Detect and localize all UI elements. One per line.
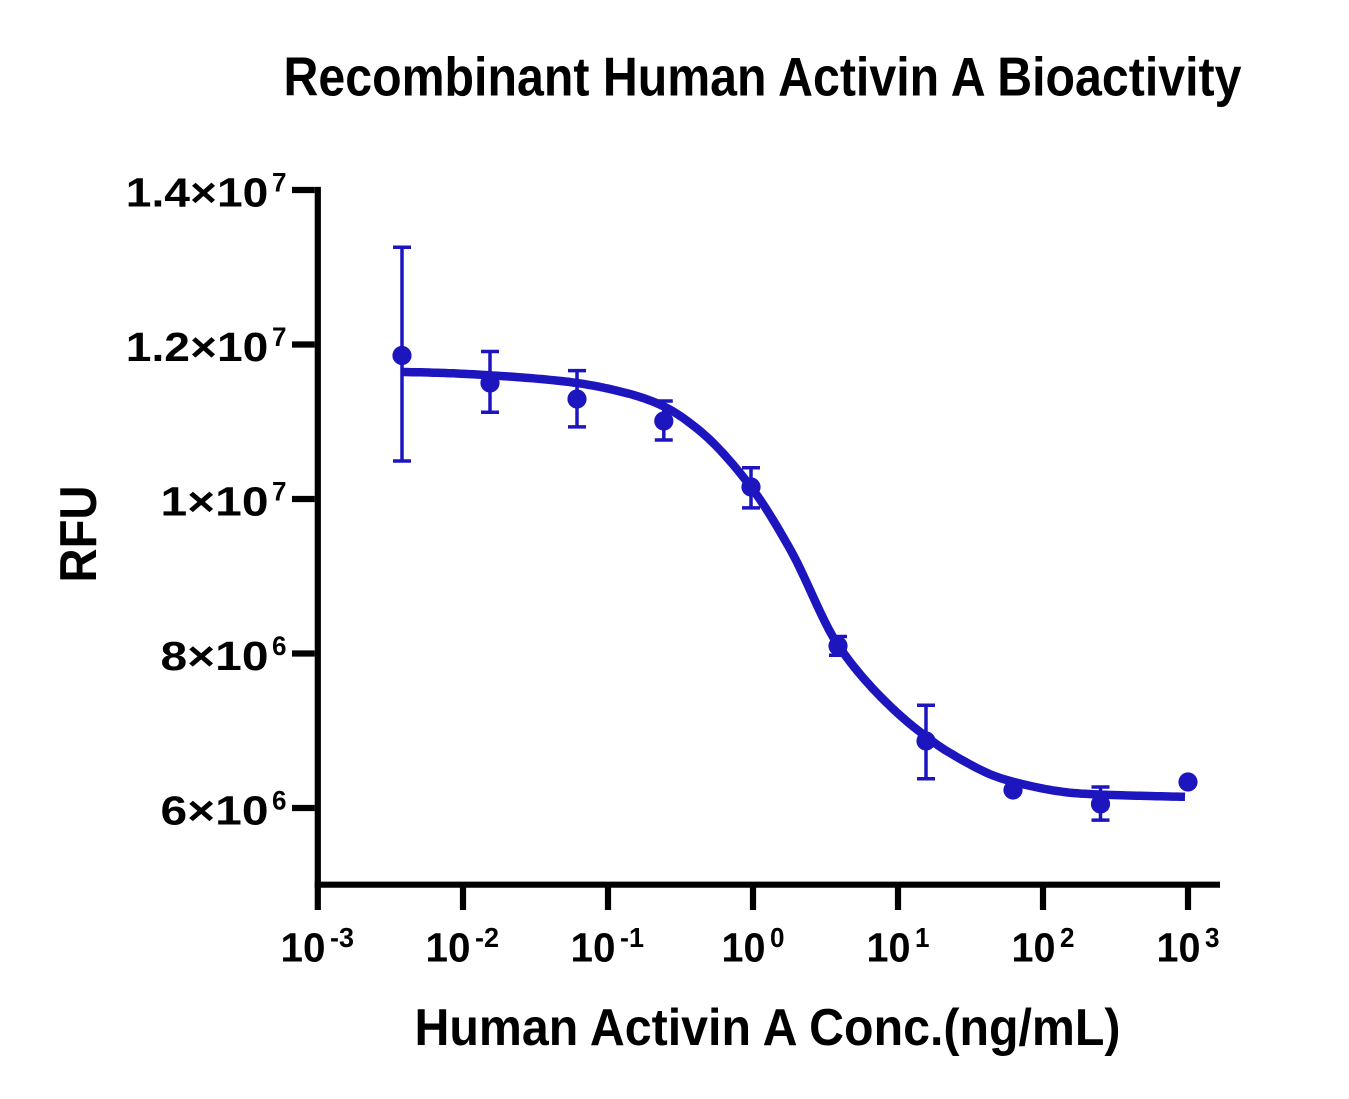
svg-text:10-2: 10 -2 — [426, 922, 500, 971]
svg-text:RFU: RFU — [50, 486, 108, 583]
svg-text:101: 10 1 — [867, 922, 930, 971]
svg-text:1.4×107: 1.4×10 7 — [126, 168, 287, 216]
svg-text:10-1: 10 -1 — [571, 922, 645, 971]
svg-text:103: 10 3 — [1157, 922, 1220, 971]
svg-text:102: 10 2 — [1012, 922, 1075, 971]
svg-text:6×106: 6×10 6 — [161, 786, 287, 834]
svg-text:1.2×107: 1.2×10 7 — [126, 322, 287, 370]
svg-text:Recombinant Human Activin A Bi: Recombinant Human Activin A Bioactivity — [284, 46, 1242, 108]
svg-text:Human Activin A Conc.(ng/mL): Human Activin A Conc.(ng/mL) — [415, 999, 1121, 1057]
svg-text:8×106: 8×10 6 — [161, 631, 287, 679]
svg-text:100: 10 0 — [722, 922, 785, 971]
svg-text:10-3: 10 -3 — [281, 922, 355, 971]
svg-text:1×107: 1×10 7 — [161, 477, 287, 525]
